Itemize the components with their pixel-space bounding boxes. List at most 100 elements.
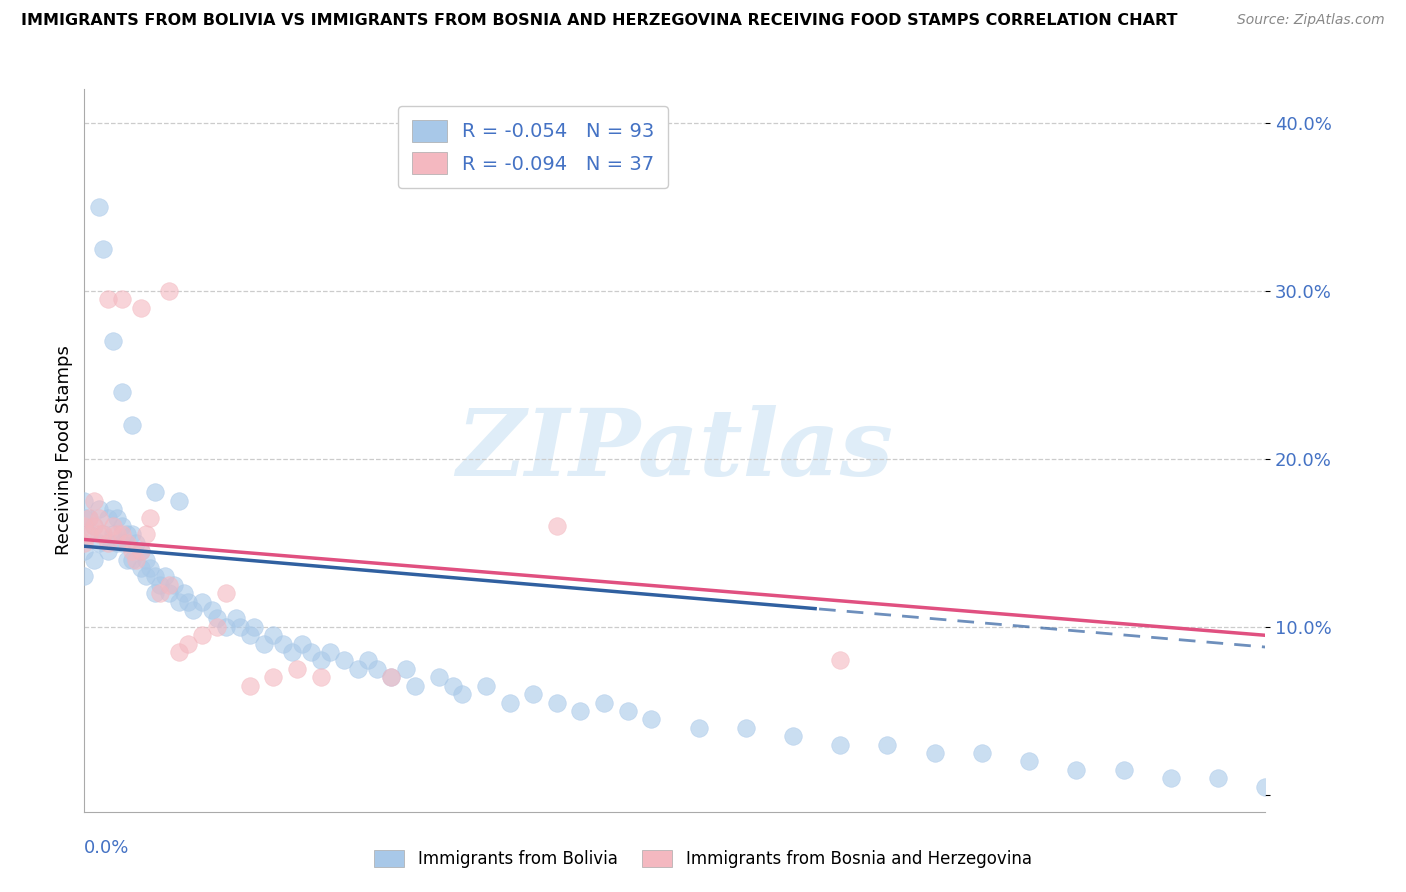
Point (291, 637, 314, 651)
Point (87, 200, 110, 214)
Point (87, 502, 110, 516)
Point (205, 620, 228, 634)
Point (688, 721, 710, 735)
Point (115, 552, 138, 566)
Point (107, 510, 129, 524)
Point (163, 578, 186, 592)
Point (139, 510, 162, 524)
Legend: Immigrants from Bolivia, Immigrants from Bosnia and Herzegovina: Immigrants from Bolivia, Immigrants from… (367, 843, 1039, 875)
Point (1254, 780, 1277, 794)
Point (91, 527, 114, 541)
Point (876, 738, 898, 752)
Point (924, 746, 946, 760)
Point (121, 552, 143, 566)
Point (357, 653, 380, 667)
Point (115, 536, 138, 550)
Point (77, 510, 100, 524)
Point (91, 527, 114, 541)
Point (87, 510, 110, 524)
Point (101, 334, 124, 349)
Point (149, 586, 172, 600)
Point (107, 536, 129, 550)
Point (243, 620, 266, 634)
Point (177, 637, 200, 651)
Point (157, 586, 180, 600)
Point (73, 536, 96, 550)
Point (333, 653, 356, 667)
Point (830, 738, 852, 752)
Point (101, 519, 124, 533)
Point (404, 679, 426, 693)
Point (299, 645, 322, 659)
Text: 0.0%: 0.0% (84, 839, 129, 857)
Point (143, 485, 166, 500)
Point (107, 527, 129, 541)
Point (115, 527, 138, 541)
Point (205, 611, 228, 625)
Point (319, 645, 342, 659)
Point (87, 527, 110, 541)
Point (522, 687, 544, 701)
Point (253, 637, 276, 651)
Point (135, 569, 157, 583)
Point (97, 292, 120, 306)
Point (1206, 771, 1229, 785)
Point (77, 527, 100, 541)
Point (167, 645, 190, 659)
Point (143, 569, 166, 583)
Point (1112, 763, 1135, 777)
Point (181, 603, 204, 617)
Point (191, 628, 214, 642)
Point (73, 569, 96, 583)
Point (1018, 754, 1040, 768)
Point (239, 628, 262, 642)
Point (782, 729, 804, 743)
Text: IMMIGRANTS FROM BOLIVIA VS IMMIGRANTS FROM BOSNIA AND HERZEGOVINA RECEIVING FOOD: IMMIGRANTS FROM BOLIVIA VS IMMIGRANTS FR… (21, 13, 1178, 29)
Point (177, 595, 200, 609)
Point (285, 662, 308, 676)
Point (73, 519, 96, 533)
Point (73, 494, 96, 508)
Point (262, 628, 284, 642)
Point (498, 696, 520, 710)
Text: Source: ZipAtlas.com: Source: ZipAtlas.com (1237, 13, 1385, 28)
Point (262, 670, 284, 684)
Point (83, 519, 105, 533)
Point (167, 494, 190, 508)
Point (475, 679, 498, 693)
Legend: R = -0.054   N = 93, R = -0.094   N = 37: R = -0.054 N = 93, R = -0.094 N = 37 (398, 106, 668, 188)
Point (309, 653, 332, 667)
Point (83, 519, 105, 533)
Point (139, 561, 162, 575)
Point (111, 384, 134, 399)
Point (1066, 763, 1088, 777)
Point (734, 721, 756, 735)
Point (394, 662, 416, 676)
Point (271, 637, 294, 651)
Point (309, 670, 332, 684)
Point (87, 536, 110, 550)
Point (593, 696, 616, 710)
Y-axis label: Receiving Food Stamps: Receiving Food Stamps (55, 345, 73, 556)
Text: ZIPatlas: ZIPatlas (457, 406, 893, 495)
Point (427, 670, 450, 684)
Point (135, 527, 157, 541)
Point (157, 578, 180, 592)
Point (153, 569, 176, 583)
Point (569, 704, 592, 718)
Point (616, 704, 638, 718)
Point (191, 595, 214, 609)
Point (129, 561, 152, 575)
Point (121, 418, 143, 433)
Point (143, 586, 166, 600)
Point (77, 527, 100, 541)
Point (1160, 771, 1182, 785)
Point (101, 502, 124, 516)
Point (281, 645, 304, 659)
Point (129, 544, 152, 558)
Point (125, 536, 148, 550)
Point (111, 519, 134, 533)
Point (347, 662, 370, 676)
Point (73, 544, 96, 558)
Point (97, 510, 120, 524)
